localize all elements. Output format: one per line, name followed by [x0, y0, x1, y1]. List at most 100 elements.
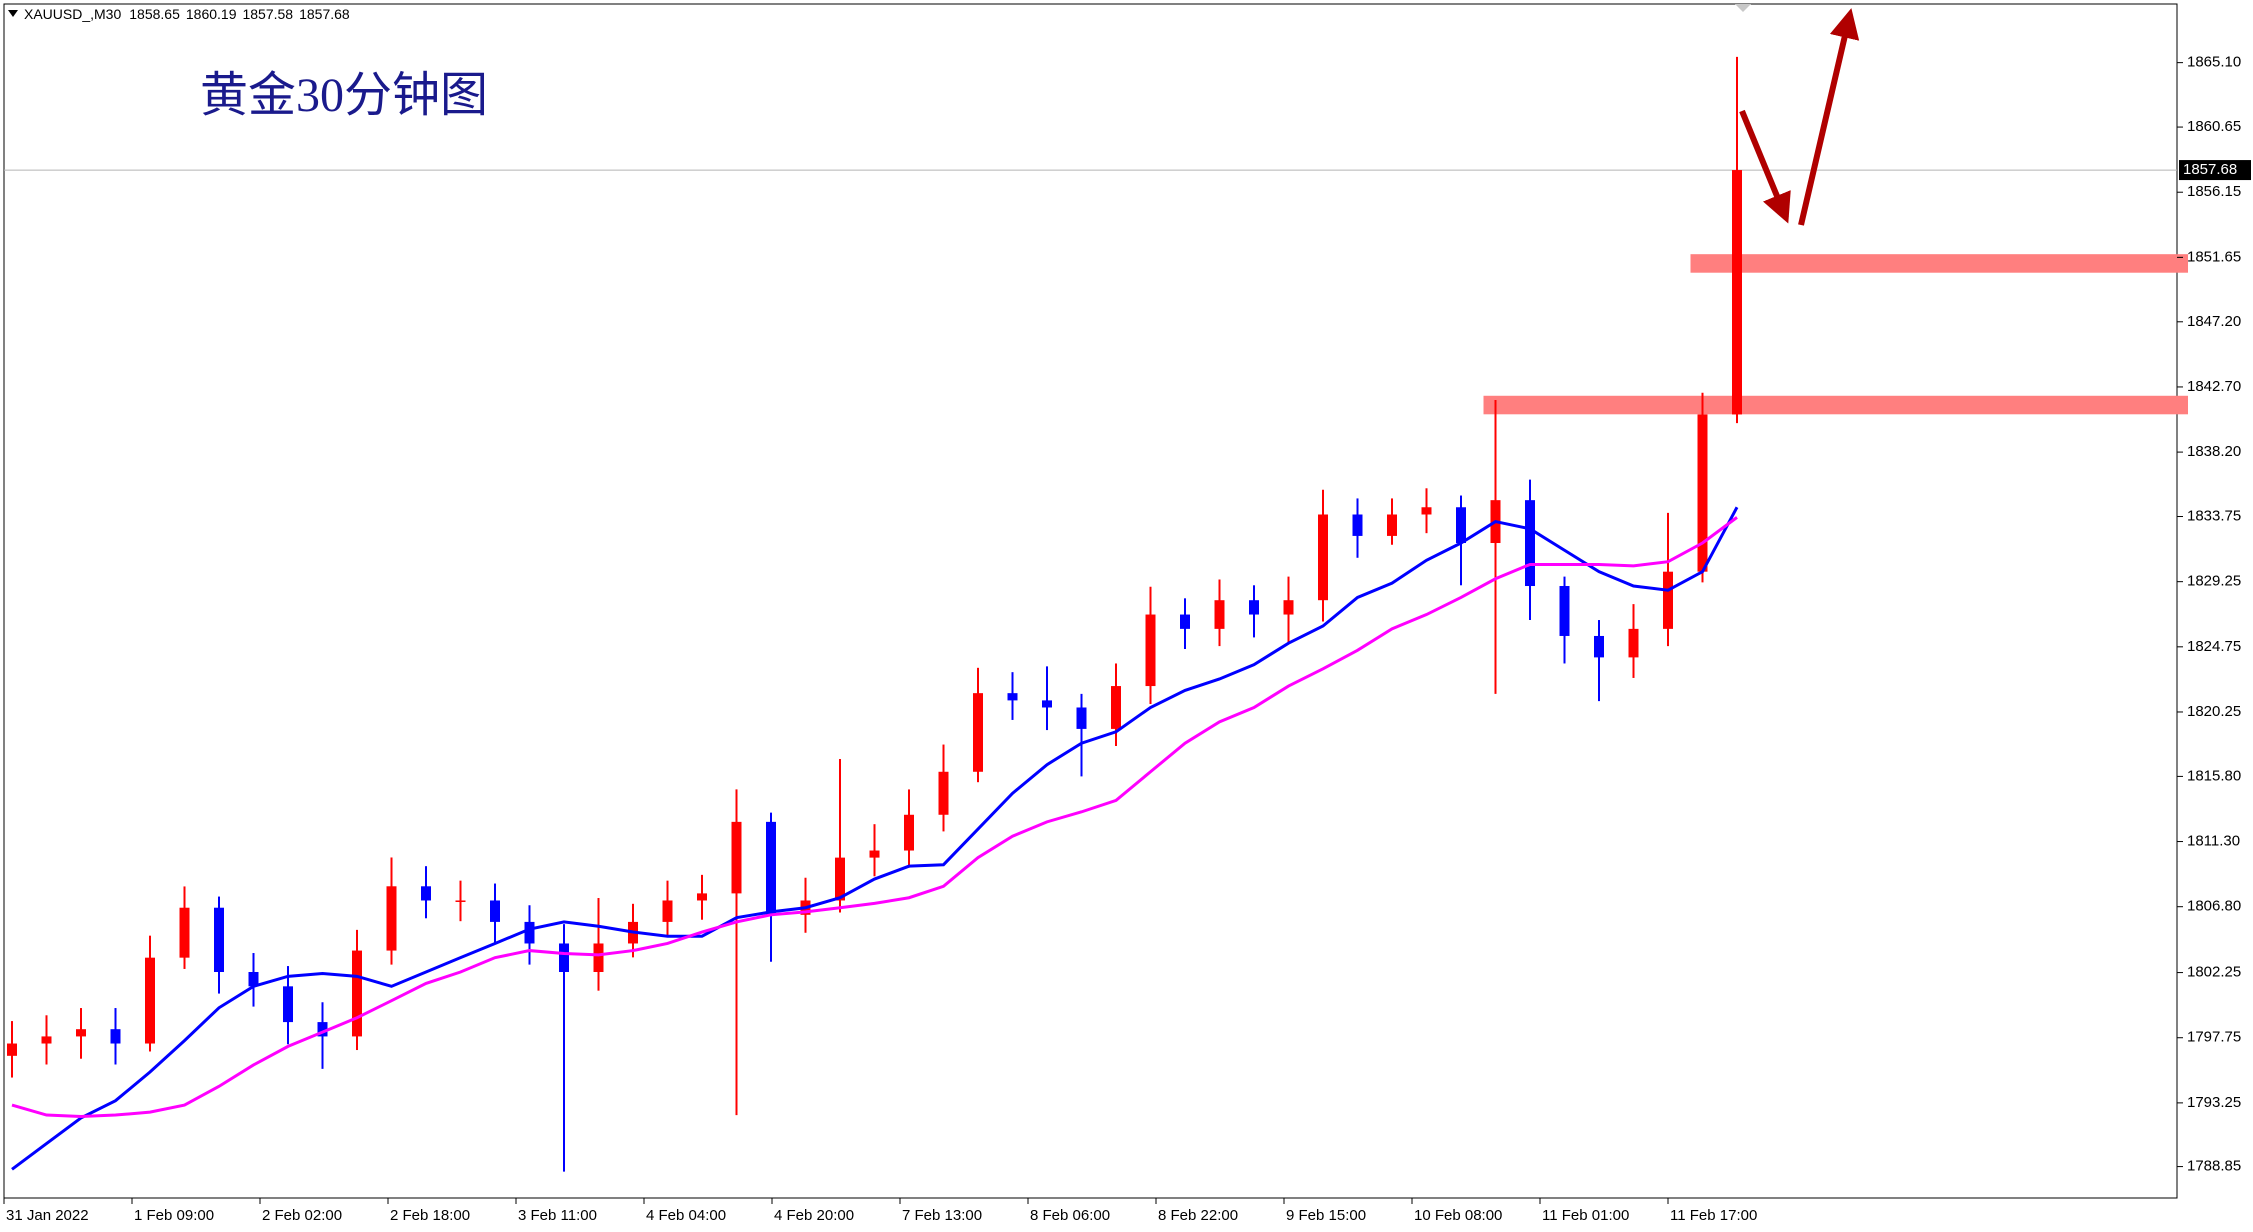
candle-body	[283, 986, 293, 1023]
y-tick-label: 1851.65	[2187, 248, 2241, 265]
x-tick-label: 4 Feb 04:00	[646, 1207, 726, 1224]
header-price: 1860.19	[186, 6, 237, 22]
y-tick-label: 1860.65	[2187, 118, 2241, 135]
x-tick-label: 9 Feb 15:00	[1286, 1207, 1366, 1224]
x-tick-label: 8 Feb 06:00	[1030, 1207, 1110, 1224]
candle-body	[145, 957, 155, 1044]
zone	[1690, 254, 2188, 273]
scroll-marker	[1735, 4, 1751, 12]
last-price-box	[2179, 160, 2251, 181]
candle-body	[1283, 600, 1294, 615]
candle-body	[421, 886, 431, 901]
candle-body	[41, 1036, 52, 1044]
x-tick-label: 3 Feb 11:00	[518, 1207, 597, 1224]
candle-body	[76, 1029, 86, 1037]
y-tick-label: 1824.75	[2187, 638, 2241, 655]
candle-body	[1076, 707, 1087, 729]
candle-body	[1387, 514, 1397, 536]
candle-body	[1352, 514, 1363, 536]
x-tick-label: 4 Feb 20:00	[774, 1207, 854, 1224]
x-tick-label: 11 Feb 17:00	[1670, 1207, 1757, 1224]
candle-body	[317, 1022, 328, 1037]
candle-body	[490, 900, 500, 922]
y-tick-label: 1865.10	[2187, 54, 2241, 71]
candle-body	[1628, 628, 1639, 658]
y-tick-label: 1811.30	[2187, 833, 2240, 850]
y-tick-label: 1847.20	[2187, 313, 2241, 330]
candle-body	[1594, 635, 1604, 658]
candle-body	[662, 900, 673, 922]
candle-body	[1421, 507, 1432, 515]
y-tick-label: 1793.25	[2187, 1094, 2241, 1111]
moving-average	[11, 506, 1739, 1171]
x-tick-label: 1 Feb 09:00	[134, 1207, 214, 1224]
candle-body	[1042, 700, 1052, 708]
candle-body	[1456, 507, 1466, 544]
candle-body	[7, 1043, 17, 1056]
header: XAUUSD_,M30 1858.65 1860.19 1857.58 1857.68	[24, 6, 350, 22]
zone	[1483, 395, 2188, 415]
candle-body	[524, 921, 535, 944]
candle-body	[248, 971, 259, 987]
plot-frame	[3, 3, 2178, 1199]
candle-body	[110, 1029, 121, 1044]
candle-body	[869, 850, 880, 858]
candle-body	[1249, 600, 1259, 615]
y-tick-label: 1788.85	[2187, 1158, 2241, 1175]
x-tick-label: 8 Feb 22:00	[1158, 1207, 1238, 1224]
y-tick-label: 1856.15	[2187, 183, 2241, 200]
y-tick-label: 1802.25	[2187, 964, 2241, 981]
x-tick-label: 2 Feb 02:00	[262, 1207, 342, 1224]
y-tick-label: 1833.75	[2187, 507, 2241, 524]
y-tick-label: 1797.75	[2187, 1029, 2241, 1046]
x-tick-label: 2 Feb 18:00	[390, 1207, 470, 1224]
x-tick-label: 10 Feb 08:00	[1414, 1207, 1502, 1224]
candle-body	[973, 693, 983, 772]
y-tick-label: 1806.80	[2187, 898, 2241, 915]
candle-body	[455, 900, 466, 902]
candle-body	[766, 821, 776, 915]
y-tick-label: 1842.70	[2187, 378, 2241, 395]
moving-average	[11, 516, 1738, 1118]
candle-body	[1559, 586, 1570, 636]
candle-body	[352, 950, 362, 1037]
candle-body	[697, 893, 707, 901]
arrow-up	[1798, 8, 1860, 226]
candle-body	[1214, 600, 1225, 629]
candle-body	[938, 771, 949, 815]
x-tick-label: 31 Jan 2022	[6, 1207, 89, 1224]
candle-body	[1732, 170, 1742, 415]
candle-body	[1111, 686, 1121, 729]
candle-body	[179, 907, 190, 958]
candle-body	[593, 943, 604, 972]
candle-body	[214, 907, 224, 972]
candle-body	[835, 857, 845, 901]
header-price: 1857.68	[299, 6, 350, 22]
candle-body	[1697, 414, 1708, 572]
arrow-down	[1739, 109, 1791, 224]
candle-body	[559, 943, 569, 972]
chart-title: 黄金30分钟图	[200, 69, 488, 122]
header-triangle	[8, 10, 18, 17]
header-price: 1858.65	[129, 6, 180, 22]
candle-body	[904, 814, 914, 851]
candle-body	[1145, 614, 1156, 687]
last-price-label: 1857.68	[2183, 161, 2237, 178]
symbol: XAUUSD_,M30	[24, 6, 121, 22]
x-tick-label: 11 Feb 01:00	[1542, 1207, 1629, 1224]
header-price: 1857.58	[242, 6, 293, 22]
candle-body	[1007, 693, 1018, 701]
x-tick-label: 7 Feb 13:00	[902, 1207, 982, 1224]
y-tick-label: 1829.25	[2187, 573, 2241, 590]
candle-body	[1318, 514, 1328, 601]
candle-body	[1525, 500, 1535, 587]
y-tick-label: 1838.20	[2187, 443, 2241, 460]
y-tick-label: 1820.25	[2187, 703, 2241, 720]
candle-body	[1663, 571, 1673, 629]
y-tick-label: 1815.80	[2187, 767, 2241, 784]
candle-body	[1180, 614, 1190, 629]
candle-body	[386, 886, 397, 951]
candle-body	[731, 821, 742, 894]
